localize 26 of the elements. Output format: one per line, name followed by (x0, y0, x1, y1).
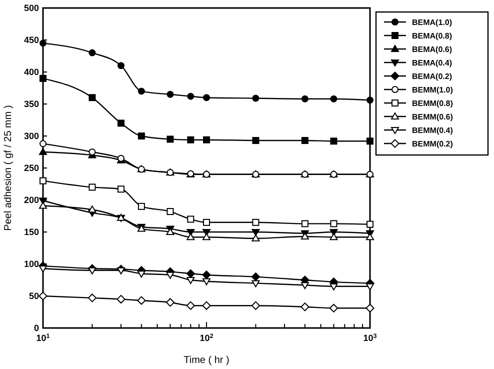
x-axis-title: Time ( hr ) (184, 355, 230, 366)
legend-label: BEMM(0.4) (412, 126, 454, 135)
x-tick-label: 10$^{3}$ (363, 332, 378, 343)
x-tick-label: 10$^{1}$ (36, 332, 50, 343)
legend-label: BEMA(0.6) (412, 45, 452, 54)
y-tick-label: 200 (24, 195, 39, 205)
y-tick-label: 0 (34, 323, 39, 333)
legend-label: BEMM(1.0) (412, 86, 454, 94)
y-tick-label: 500 (24, 3, 39, 13)
legend-label: BEMM(0.8) (412, 99, 454, 108)
legend-label: BEMA(0.4) (412, 58, 452, 68)
legend-label: BEMA(0.2) (412, 72, 452, 81)
legend-label: BEMA(1.0) (412, 18, 452, 27)
legend-label: BEMM(0.2) (412, 140, 454, 148)
y-tick-label: 150 (24, 227, 39, 237)
legend-label: BEMA(0.8) (412, 32, 452, 40)
y-tick-label: 250 (24, 163, 39, 173)
y-tick-label: 350 (24, 99, 39, 109)
y-tick-label: 300 (24, 131, 39, 141)
x-tick-label: 10$^{2}$ (200, 332, 214, 343)
y-axis-title: Peel adhesion ( gf / 25 mm ) (3, 105, 14, 231)
y-tick-label: 100 (24, 259, 39, 269)
legend-label: BEMM(0.6) (412, 112, 454, 122)
y-tick-label: 50 (28, 291, 39, 301)
y-tick-label: 400 (24, 67, 39, 77)
y-tick-label: 450 (24, 35, 39, 45)
